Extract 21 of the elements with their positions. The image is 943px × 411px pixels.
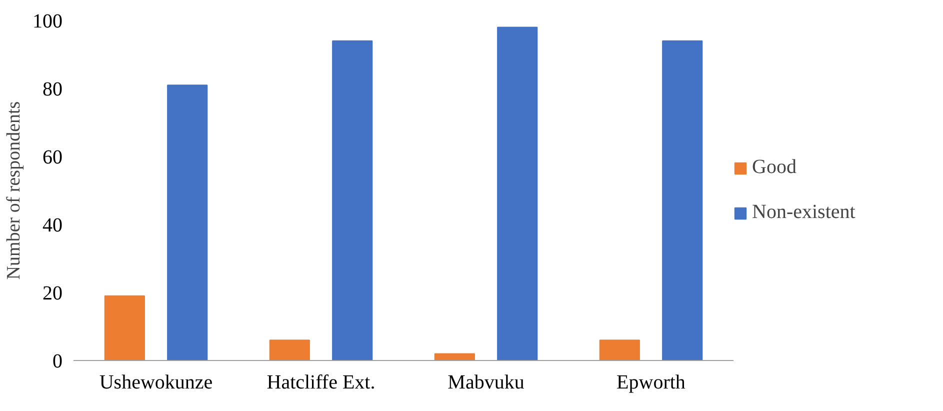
- bar: [332, 40, 373, 360]
- bar: [662, 40, 703, 360]
- bar: [104, 295, 145, 360]
- y-tick-label: 80: [42, 78, 62, 100]
- y-tick-label: 40: [42, 214, 62, 236]
- y-axis-title: Number of respondents: [4, 101, 24, 280]
- x-tick-label: Ushewokunze: [99, 372, 213, 394]
- x-tick-label: Mabvuku: [448, 372, 524, 394]
- y-tick-label: 20: [42, 282, 62, 304]
- bar: [434, 353, 475, 360]
- bar: [269, 340, 310, 360]
- y-tick-label: 100: [32, 10, 62, 32]
- bar: [497, 26, 538, 360]
- y-tick-label: 60: [42, 146, 62, 168]
- x-tick-label: Epworth: [616, 372, 686, 394]
- x-tick-label: Hatcliffe Ext.: [266, 372, 376, 394]
- bar: [167, 84, 208, 360]
- bar: [599, 340, 640, 360]
- y-tick-label: 0: [52, 350, 62, 372]
- legend-label: Non-existent: [752, 201, 856, 224]
- legend-label: Good: [752, 156, 796, 179]
